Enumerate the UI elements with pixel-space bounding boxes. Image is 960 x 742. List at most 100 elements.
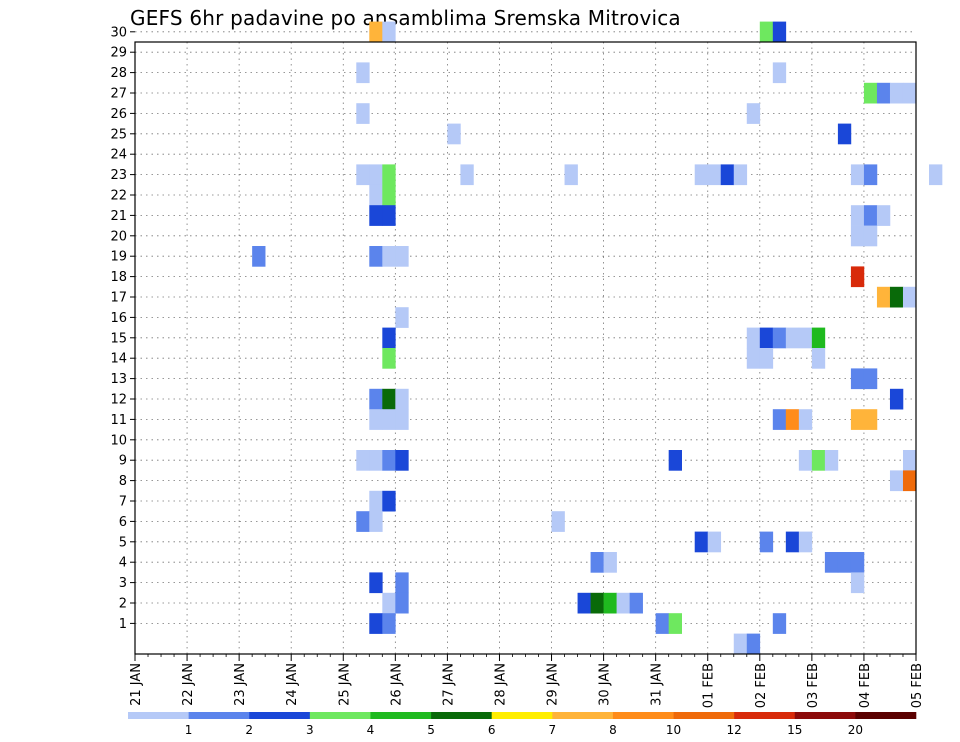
y-axis: 1234567891011121314151617181920212223242… [110,25,135,632]
heatmap-cell [655,613,669,634]
heatmap-cell [759,348,774,369]
legend-swatch [370,712,432,719]
heatmap-cell [772,613,787,634]
heatmap-cell [850,205,865,226]
heatmap-cell [863,409,878,430]
heatmap-cell [850,225,865,247]
legend-label: 12 [727,723,742,737]
heatmap-cell [863,164,878,186]
heatmap-cell [590,592,604,614]
heatmap-cell [707,531,722,553]
heatmap-cell [369,613,383,634]
y-tick-label: 5 [119,535,127,550]
x-tick-label: 27 JAN [441,663,456,706]
grid-lines [135,31,916,654]
y-tick-label: 27 [110,87,127,102]
heatmap-cell [252,246,266,267]
heatmap-cell [395,592,409,614]
y-tick-label: 23 [110,168,127,183]
heatmap-cell [577,592,591,614]
x-tick-label: 22 JAN [181,663,196,706]
heatmap-cell [798,450,813,471]
y-tick-label: 22 [110,189,127,204]
heatmap-cell [746,633,761,655]
heatmap-cell [811,327,826,349]
heatmap-cell [837,552,852,573]
heatmap-cell [876,82,891,104]
heatmap-cell [447,123,461,145]
heatmap-cell [395,409,409,430]
heatmap-cell [590,552,604,573]
x-tick-label: 02 FEB [754,663,769,708]
heatmap-cell [889,388,904,410]
heatmap-cell [369,21,383,43]
heatmap-cell [551,511,565,532]
heatmap-cell [889,82,904,104]
y-tick-label: 19 [110,250,127,265]
heatmap-cell [850,368,865,390]
x-tick-label: 29 JAN [546,663,561,706]
y-tick-label: 11 [110,413,127,428]
heatmap-cell [382,613,396,634]
heatmap-cell [382,21,396,43]
heatmap-cell [382,348,396,369]
legend-swatch [491,712,553,719]
legend-swatch [249,712,311,719]
legend-label: 5 [427,723,435,737]
heatmap-cell [850,409,865,430]
heatmap-cell [395,246,409,267]
heatmap-cell [382,450,396,471]
heatmap-cell [746,348,761,369]
heatmap-cell [759,21,774,43]
legend-label: 10 [666,723,681,737]
y-tick-label: 25 [110,127,127,142]
y-tick-label: 8 [119,474,127,489]
x-tick-label: 23 JAN [233,663,248,706]
y-tick-label: 21 [110,209,127,224]
y-tick-label: 12 [110,393,127,408]
heatmap-cell [382,327,396,349]
heatmap-cell [850,266,865,288]
y-tick-label: 29 [110,46,127,61]
heatmap-cell [382,388,396,410]
heatmap-cell [356,62,370,84]
heatmap-cell [356,103,370,124]
legend-swatch [612,712,674,719]
heatmap-cell [889,286,904,308]
heatmap-cell [863,82,878,104]
heatmap-cell [369,205,383,226]
heatmap-cell [902,450,917,471]
heatmap-cell [746,327,761,349]
heatmap-cell [772,409,787,430]
heatmap-cell [850,572,865,594]
heatmap-cell [395,450,409,471]
x-tick-label: 24 JAN [285,663,300,706]
legend-label: 6 [488,723,496,737]
heatmap-cell [876,286,891,308]
x-tick-label: 21 JAN [129,663,144,706]
heatmap-cell [356,450,370,471]
y-tick-label: 13 [110,372,127,387]
heatmap-cell [694,164,709,186]
x-tick-label: 04 FEB [858,663,873,708]
legend-swatch [188,712,250,719]
chart-title: GEFS 6hr padavine po ansamblima Sremska … [130,6,681,30]
x-tick-label: 03 FEB [806,663,821,708]
x-tick-label: 30 JAN [598,663,613,706]
y-tick-label: 16 [110,311,127,326]
y-tick-label: 4 [119,556,127,571]
y-tick-label: 7 [119,495,127,510]
heatmap-cell [772,327,787,349]
y-tick-label: 15 [110,331,127,346]
heatmap-cell [369,511,383,532]
legend-label: 20 [848,723,863,737]
heatmap-cell [382,164,396,186]
heatmap-cell [395,388,409,410]
x-tick-label: 26 JAN [389,663,404,706]
heatmap-cell [824,450,839,471]
heatmap-cell [850,164,865,186]
legend-swatch [734,712,796,719]
heatmap-cell [369,450,383,471]
heatmap-cell [629,592,643,614]
